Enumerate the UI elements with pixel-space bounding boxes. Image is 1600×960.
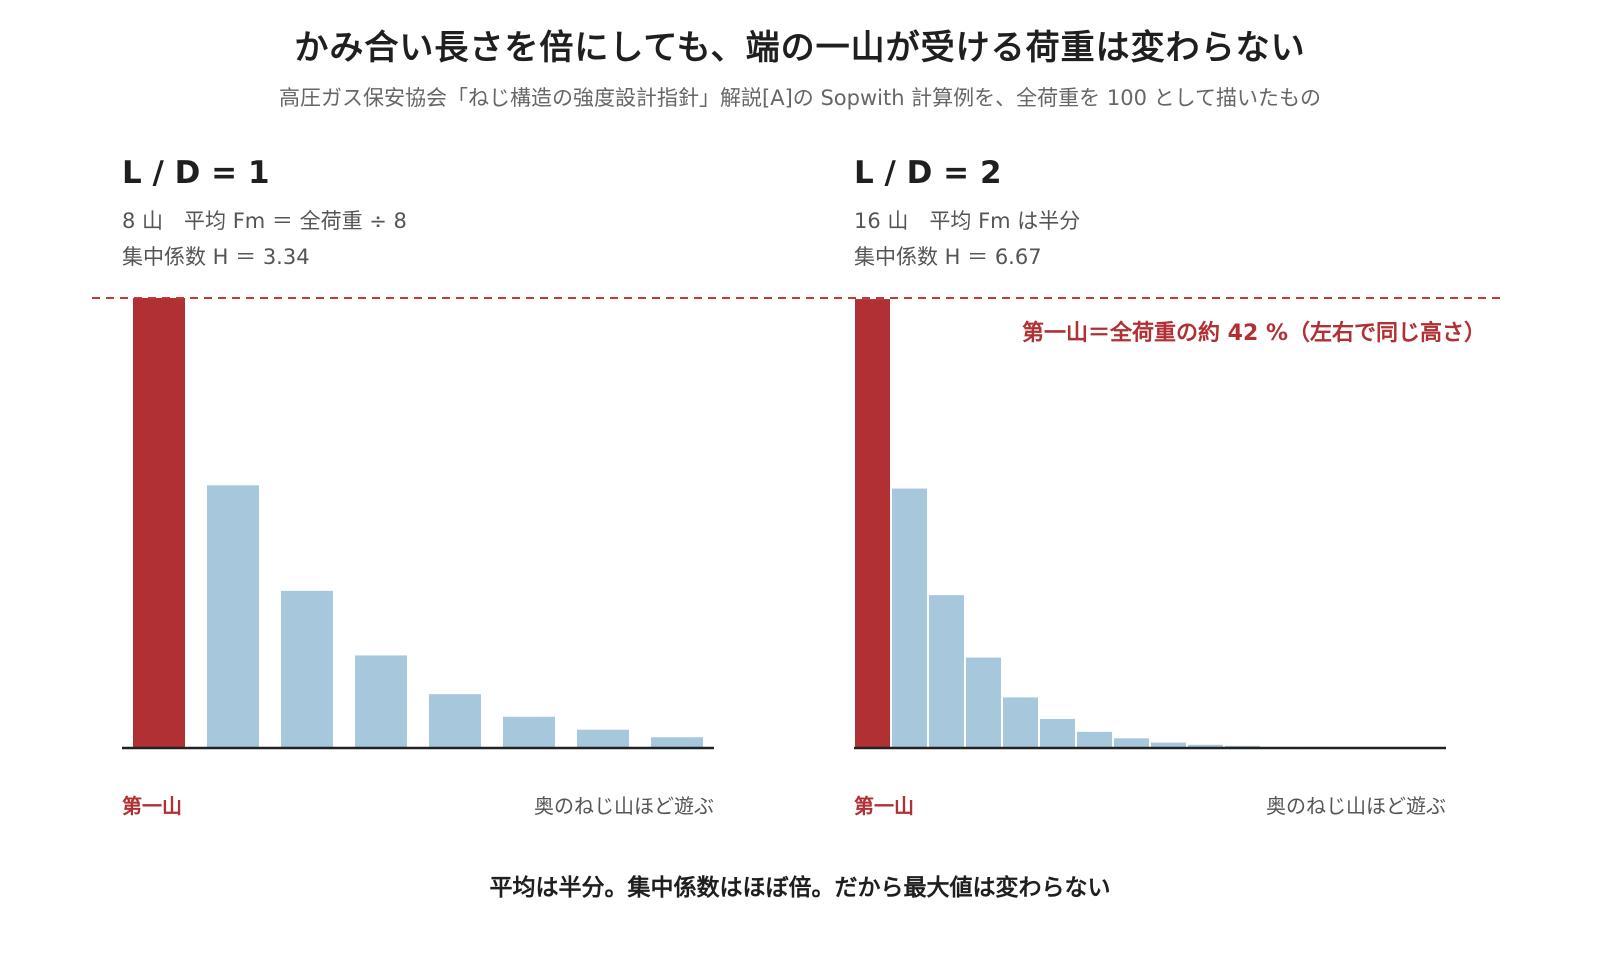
- panel-right-title: L / D = 2: [854, 155, 1002, 191]
- thread-bar: [577, 729, 629, 748]
- panel-left-count: 8 山 平均 Fm ＝ 全荷重 ÷ 8: [122, 209, 407, 233]
- thread-bar: [281, 590, 333, 748]
- panel-left-title: L / D = 1: [122, 155, 270, 191]
- thread-bar: [503, 716, 555, 748]
- panel-right-factor: 集中係数 H ＝ 6.67: [854, 245, 1042, 269]
- thread-bar: [892, 488, 927, 748]
- thread-bar: [1188, 744, 1223, 748]
- thread-bar: [1040, 718, 1075, 748]
- thread-bar: [1077, 731, 1112, 748]
- thread-bar: [1003, 697, 1038, 748]
- panel-left-first-label: 第一山: [122, 794, 182, 818]
- first-thread-annotation: 第一山＝全荷重の約 42 %（左右で同じ高さ）: [1022, 320, 1486, 346]
- thread-bar: [429, 694, 481, 748]
- thread-bar: [207, 485, 259, 748]
- panel-left-header: L / D = 1 8 山 平均 Fm ＝ 全荷重 ÷ 8 集中係数 H ＝ 3…: [122, 155, 407, 275]
- thread-bar: [929, 595, 964, 748]
- panel-right-count: 16 山 平均 Fm は半分: [854, 209, 1081, 233]
- chart-subtitle: 高圧ガス保安協会「ねじ構造の強度設計指針」解説[A]の Sopwith 計算例を…: [279, 86, 1321, 110]
- thread-bar: [966, 657, 1001, 748]
- conclusion-text: 平均は半分。集中係数はほぼ倍。だから最大値は変わらない: [489, 875, 1111, 901]
- panel-right-far-label: 奥のねじ山ほど遊ぶ: [1266, 794, 1446, 818]
- panel-left-far-label: 奥のねじ山ほど遊ぶ: [534, 794, 714, 818]
- chart-title: かみ合い長さを倍にしても、端の一山が受ける荷重は変わらない: [294, 28, 1306, 68]
- panel-left-factor: 集中係数 H ＝ 3.34: [122, 245, 310, 269]
- first-thread-bar: [133, 298, 185, 748]
- panel-right-header: L / D = 2 16 山 平均 Fm は半分 集中係数 H ＝ 6.67: [854, 155, 1080, 275]
- first-thread-bar: [855, 299, 890, 748]
- thread-bar: [355, 655, 407, 748]
- panel-right-first-label: 第一山: [854, 794, 914, 818]
- thread-bar: [1151, 742, 1186, 748]
- thread-bar: [1114, 738, 1149, 748]
- thread-bar: [651, 737, 703, 748]
